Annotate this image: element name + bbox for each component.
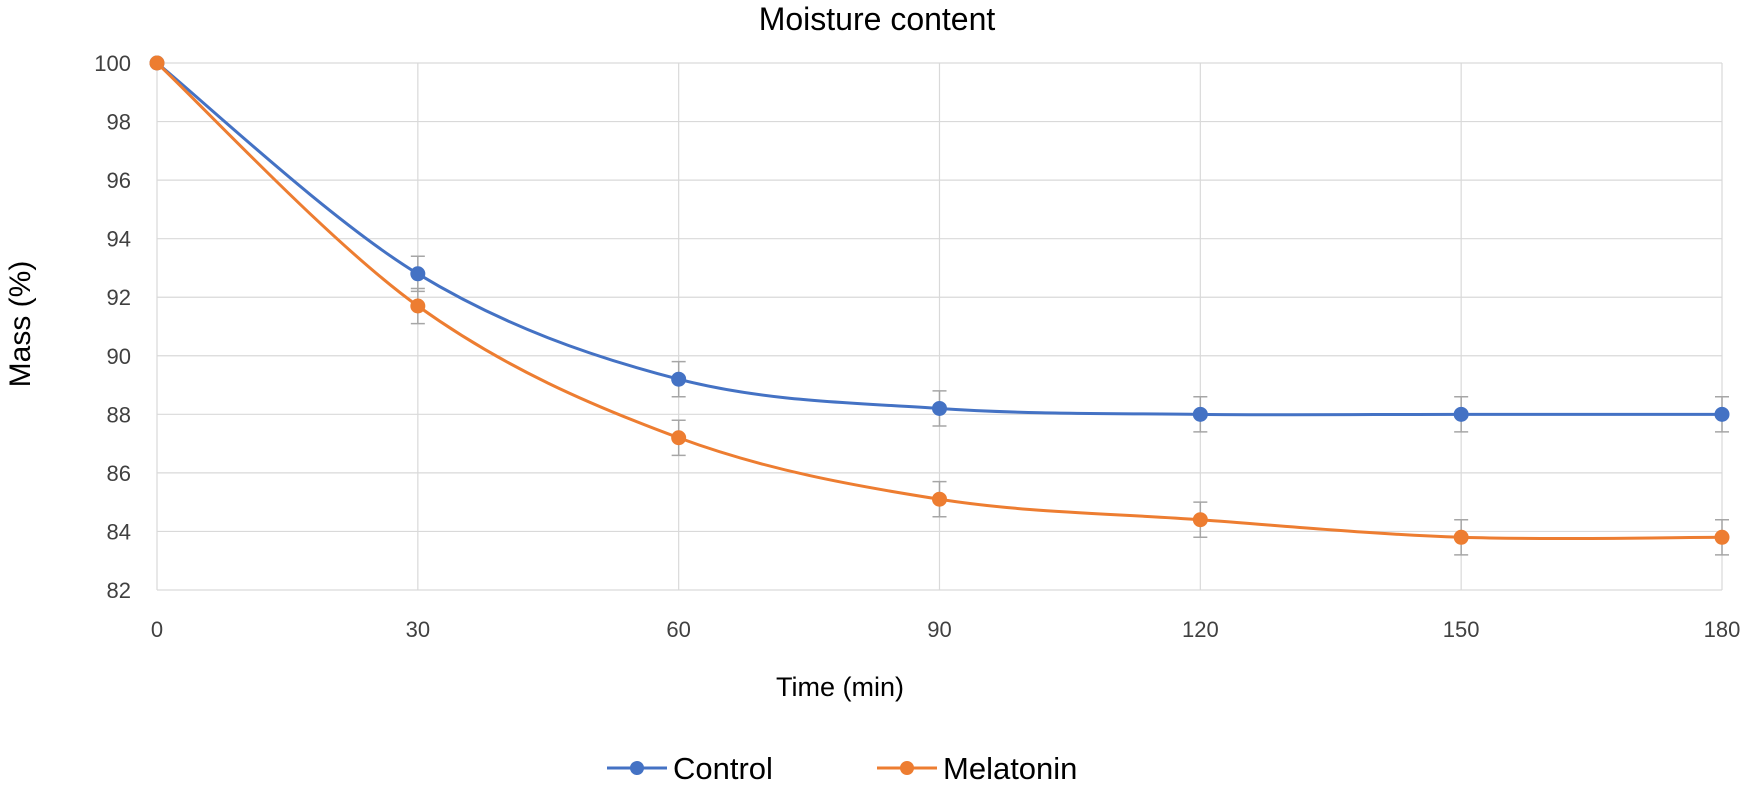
control-data-point bbox=[1192, 406, 1208, 422]
x-tick-label: 150 bbox=[1443, 617, 1480, 642]
x-tick-label: 0 bbox=[151, 617, 163, 642]
y-tick-label: 100 bbox=[94, 51, 131, 76]
x-tick-label: 30 bbox=[406, 617, 430, 642]
y-tick-label: 84 bbox=[107, 519, 131, 544]
control-data-point bbox=[671, 371, 687, 387]
melatonin-data-point bbox=[671, 430, 687, 446]
y-tick-label: 86 bbox=[107, 461, 131, 486]
control-data-point bbox=[410, 266, 426, 282]
control-data-point bbox=[1453, 406, 1469, 422]
control-data-point bbox=[932, 400, 947, 416]
legend: Control Melatonin bbox=[607, 751, 1077, 786]
melatonin-data-point bbox=[1192, 512, 1208, 528]
x-axis-ticks: 0 30 60 90 120 150 180 bbox=[151, 617, 1740, 642]
melatonin-data-point bbox=[932, 491, 947, 507]
x-tick-label: 90 bbox=[927, 617, 951, 642]
x-tick-label: 60 bbox=[666, 617, 690, 642]
melatonin-data-point bbox=[149, 55, 165, 71]
x-tick-label: 180 bbox=[1704, 617, 1741, 642]
y-tick-label: 82 bbox=[107, 578, 131, 603]
y-tick-label: 90 bbox=[107, 344, 131, 369]
melatonin-legend-label: Melatonin bbox=[943, 751, 1077, 786]
x-tick-label: 120 bbox=[1182, 617, 1219, 642]
control-data-point bbox=[1714, 406, 1730, 422]
control-legend-label: Control bbox=[673, 751, 773, 786]
melatonin-data-point bbox=[1453, 529, 1469, 545]
error-bars bbox=[410, 255, 1729, 556]
y-tick-label: 92 bbox=[107, 285, 131, 310]
melatonin-data-point bbox=[410, 298, 426, 314]
y-tick-label: 96 bbox=[107, 168, 131, 193]
y-tick-label: 98 bbox=[107, 110, 131, 135]
chart-title: Moisture content bbox=[759, 1, 996, 37]
y-tick-label: 88 bbox=[107, 402, 131, 427]
control-legend-marker bbox=[630, 761, 644, 775]
x-axis-label: Time (min) bbox=[776, 672, 904, 702]
y-tick-label: 94 bbox=[107, 227, 131, 252]
melatonin-data-point bbox=[1714, 529, 1730, 545]
melatonin-legend-marker bbox=[900, 761, 914, 775]
series bbox=[149, 55, 1730, 545]
y-axis-label: Mass (%) bbox=[4, 261, 37, 388]
y-axis-ticks: 82 84 86 88 90 92 94 96 98 100 bbox=[94, 51, 131, 603]
